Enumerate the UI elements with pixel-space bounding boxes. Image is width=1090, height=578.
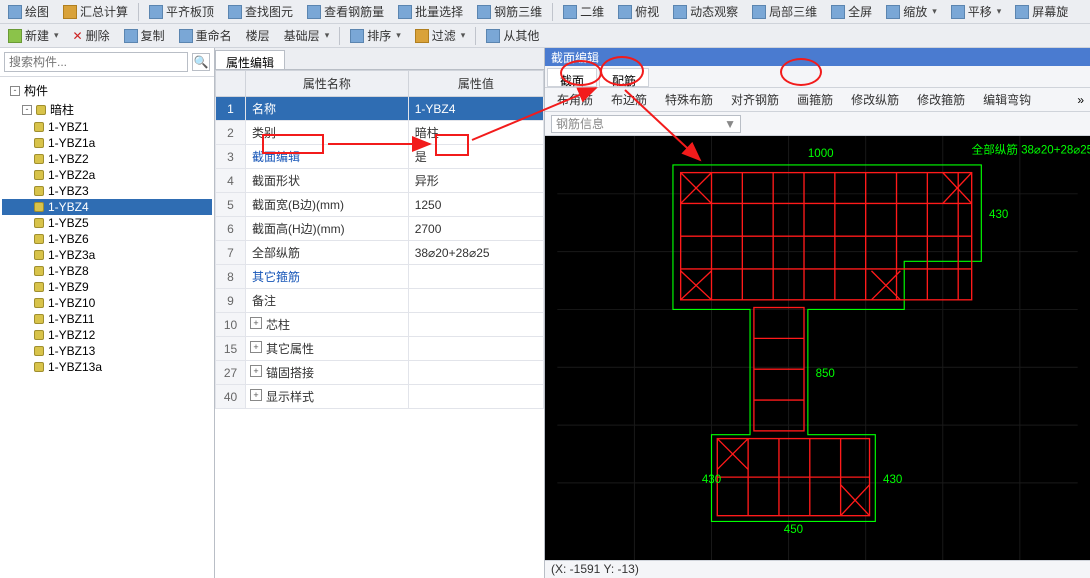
prop-row[interactable]: 1名称1-YBZ4 — [216, 97, 544, 121]
section-tabs: 截面 配筋 — [545, 66, 1090, 88]
prop-row[interactable]: 27锚固搭接 — [216, 361, 544, 385]
btn-hook[interactable]: 编辑弯钩 — [977, 89, 1037, 110]
top-toolbar-1: 绘图 汇总计算 平齐板顶 查找图元 查看钢筋量 批量选择 钢筋三维 二维 俯视 … — [0, 0, 1090, 24]
tab-section[interactable]: 截面 — [547, 68, 597, 87]
col-name: 属性名称 — [246, 71, 409, 97]
tb-orbit[interactable]: 动态观察 — [669, 2, 742, 21]
tb-zoom[interactable]: 缩放 — [882, 2, 941, 21]
tree-item[interactable]: 1-YBZ11 — [2, 311, 212, 327]
tree-item[interactable]: 1-YBZ2a — [2, 167, 212, 183]
tb-rename[interactable]: 重命名 — [175, 26, 236, 45]
tree-item[interactable]: 1-YBZ10 — [2, 295, 212, 311]
svg-text:430: 430 — [883, 474, 902, 486]
btn-edge[interactable]: 布边筋 — [605, 89, 653, 110]
tree-item[interactable]: 1-YBZ1 — [2, 119, 212, 135]
tree-item[interactable]: 1-YBZ6 — [2, 231, 212, 247]
btn-mod-stir[interactable]: 修改箍筋 — [911, 89, 971, 110]
prop-row[interactable]: 2类别暗柱 — [216, 121, 544, 145]
btn-stirrup[interactable]: 画箍筋 — [791, 89, 839, 110]
svg-text:1000: 1000 — [808, 148, 834, 160]
component-tree-panel: 🔍 -构件 -暗柱 1-YBZ11-YBZ1a1-YBZ21-YBZ2a1-YB… — [0, 48, 215, 578]
svg-text:450: 450 — [784, 524, 803, 536]
property-panel: 属性编辑 属性名称 属性值 1名称1-YBZ42类别暗柱3截面编辑是4截面形状异… — [215, 48, 545, 578]
property-grid: 属性名称 属性值 1名称1-YBZ42类别暗柱3截面编辑是4截面形状异形5截面宽… — [215, 70, 544, 578]
prop-row[interactable]: 3截面编辑是 — [216, 145, 544, 169]
btn-align[interactable]: 对齐钢筋 — [725, 89, 785, 110]
section-editor-panel: 截面编辑 截面 配筋 布角筋 布边筋 特殊布筋 对齐钢筋 画箍筋 修改纵筋 修改… — [545, 48, 1090, 578]
svg-text:430: 430 — [702, 474, 721, 486]
search-button[interactable]: 🔍 — [192, 53, 210, 71]
rebar-info-combo[interactable]: 钢筋信息▼ — [551, 115, 741, 133]
tree-item[interactable]: 1-YBZ1a — [2, 135, 212, 151]
tree-item[interactable]: 1-YBZ13a — [2, 359, 212, 375]
tb-sort[interactable]: 排序 — [346, 26, 405, 45]
top-toolbar-2: 新建 ✕删除 复制 重命名 楼层 基础层 排序 过滤 从其他 — [0, 24, 1090, 48]
prop-tabs: 属性编辑 — [215, 48, 544, 70]
tb-batch[interactable]: 批量选择 — [394, 2, 467, 21]
tb-full[interactable]: 全屏 — [827, 2, 876, 21]
search-input[interactable] — [4, 52, 188, 72]
tree-item[interactable]: 1-YBZ12 — [2, 327, 212, 343]
prop-tab-edit[interactable]: 属性编辑 — [215, 50, 285, 69]
tab-rebar[interactable]: 配筋 — [599, 68, 649, 87]
tree-root[interactable]: -构件 — [2, 81, 212, 100]
prop-row[interactable]: 40显示样式 — [216, 385, 544, 409]
tb-copy[interactable]: 复制 — [120, 26, 169, 45]
prop-row[interactable]: 6截面高(H边)(mm)2700 — [216, 217, 544, 241]
tb-top[interactable]: 俯视 — [614, 2, 663, 21]
tree-item[interactable]: 1-YBZ13 — [2, 343, 212, 359]
tb-rebar3d[interactable]: 钢筋三维 — [473, 2, 546, 21]
prop-row[interactable]: 9备注 — [216, 289, 544, 313]
tb-find[interactable]: 查找图元 — [224, 2, 297, 21]
svg-text:全部纵筋 38⌀20+28⌀25 C12@150: 全部纵筋 38⌀20+28⌀25 C12@150 — [972, 142, 1090, 156]
tb-filter[interactable]: 过滤 — [411, 26, 470, 45]
section-drawing: 1000 430 850 430 450 430 全部纵筋 38⌀20+28⌀25 C… — [545, 136, 1090, 560]
tree-item[interactable]: 1-YBZ5 — [2, 215, 212, 231]
tb-flat[interactable]: 平齐板顶 — [145, 2, 218, 21]
tree-parent[interactable]: -暗柱 — [2, 100, 212, 119]
tree-item[interactable]: 1-YBZ8 — [2, 263, 212, 279]
tb-draw[interactable]: 绘图 — [4, 2, 53, 21]
btn-corner[interactable]: 布角筋 — [551, 89, 599, 110]
tree-item[interactable]: 1-YBZ2 — [2, 151, 212, 167]
col-value: 属性值 — [408, 71, 543, 97]
prop-row[interactable]: 8其它箍筋 — [216, 265, 544, 289]
tb-new[interactable]: 新建 — [4, 26, 63, 45]
tb-floor: 楼层 — [242, 26, 274, 45]
tree-item[interactable]: 1-YBZ3 — [2, 183, 212, 199]
section-toolbar: 布角筋 布边筋 特殊布筋 对齐钢筋 画箍筋 修改纵筋 修改箍筋 编辑弯钩 » — [545, 88, 1090, 112]
btn-special[interactable]: 特殊布筋 — [659, 89, 719, 110]
tb-rotate[interactable]: 屏幕旋 — [1011, 2, 1072, 21]
status-bar: (X: -1591 Y: -13) — [545, 560, 1090, 578]
tb-2d[interactable]: 二维 — [559, 2, 608, 21]
prop-row[interactable]: 7全部纵筋38⌀20+28⌀25 — [216, 241, 544, 265]
prop-row[interactable]: 5截面宽(B边)(mm)1250 — [216, 193, 544, 217]
svg-text:850: 850 — [816, 368, 835, 380]
tree-item[interactable]: 1-YBZ3a — [2, 247, 212, 263]
prop-row[interactable]: 15其它属性 — [216, 337, 544, 361]
tb-fromother[interactable]: 从其他 — [482, 26, 543, 45]
tb-delete[interactable]: ✕删除 — [69, 26, 114, 45]
svg-text:430: 430 — [989, 209, 1008, 221]
tb-pan[interactable]: 平移 — [947, 2, 1006, 21]
toolbar-more[interactable]: » — [1077, 93, 1084, 107]
tree-item[interactable]: 1-YBZ9 — [2, 279, 212, 295]
btn-mod-long[interactable]: 修改纵筋 — [845, 89, 905, 110]
tree-item[interactable]: 1-YBZ4 — [2, 199, 212, 215]
tb-layer[interactable]: 基础层 — [280, 26, 334, 45]
tb-sum[interactable]: 汇总计算 — [59, 2, 132, 21]
cad-viewport[interactable]: 1000 430 850 430 450 430 全部纵筋 38⌀20+28⌀25 C… — [545, 136, 1090, 560]
component-tree: -构件 -暗柱 1-YBZ11-YBZ1a1-YBZ21-YBZ2a1-YBZ3… — [0, 77, 214, 578]
tb-local3d[interactable]: 局部三维 — [748, 2, 821, 21]
prop-row[interactable]: 4截面形状异形 — [216, 169, 544, 193]
tb-view-rebar[interactable]: 查看钢筋量 — [303, 2, 388, 21]
prop-row[interactable]: 10芯柱 — [216, 313, 544, 337]
section-editor-title: 截面编辑 — [545, 48, 1090, 66]
